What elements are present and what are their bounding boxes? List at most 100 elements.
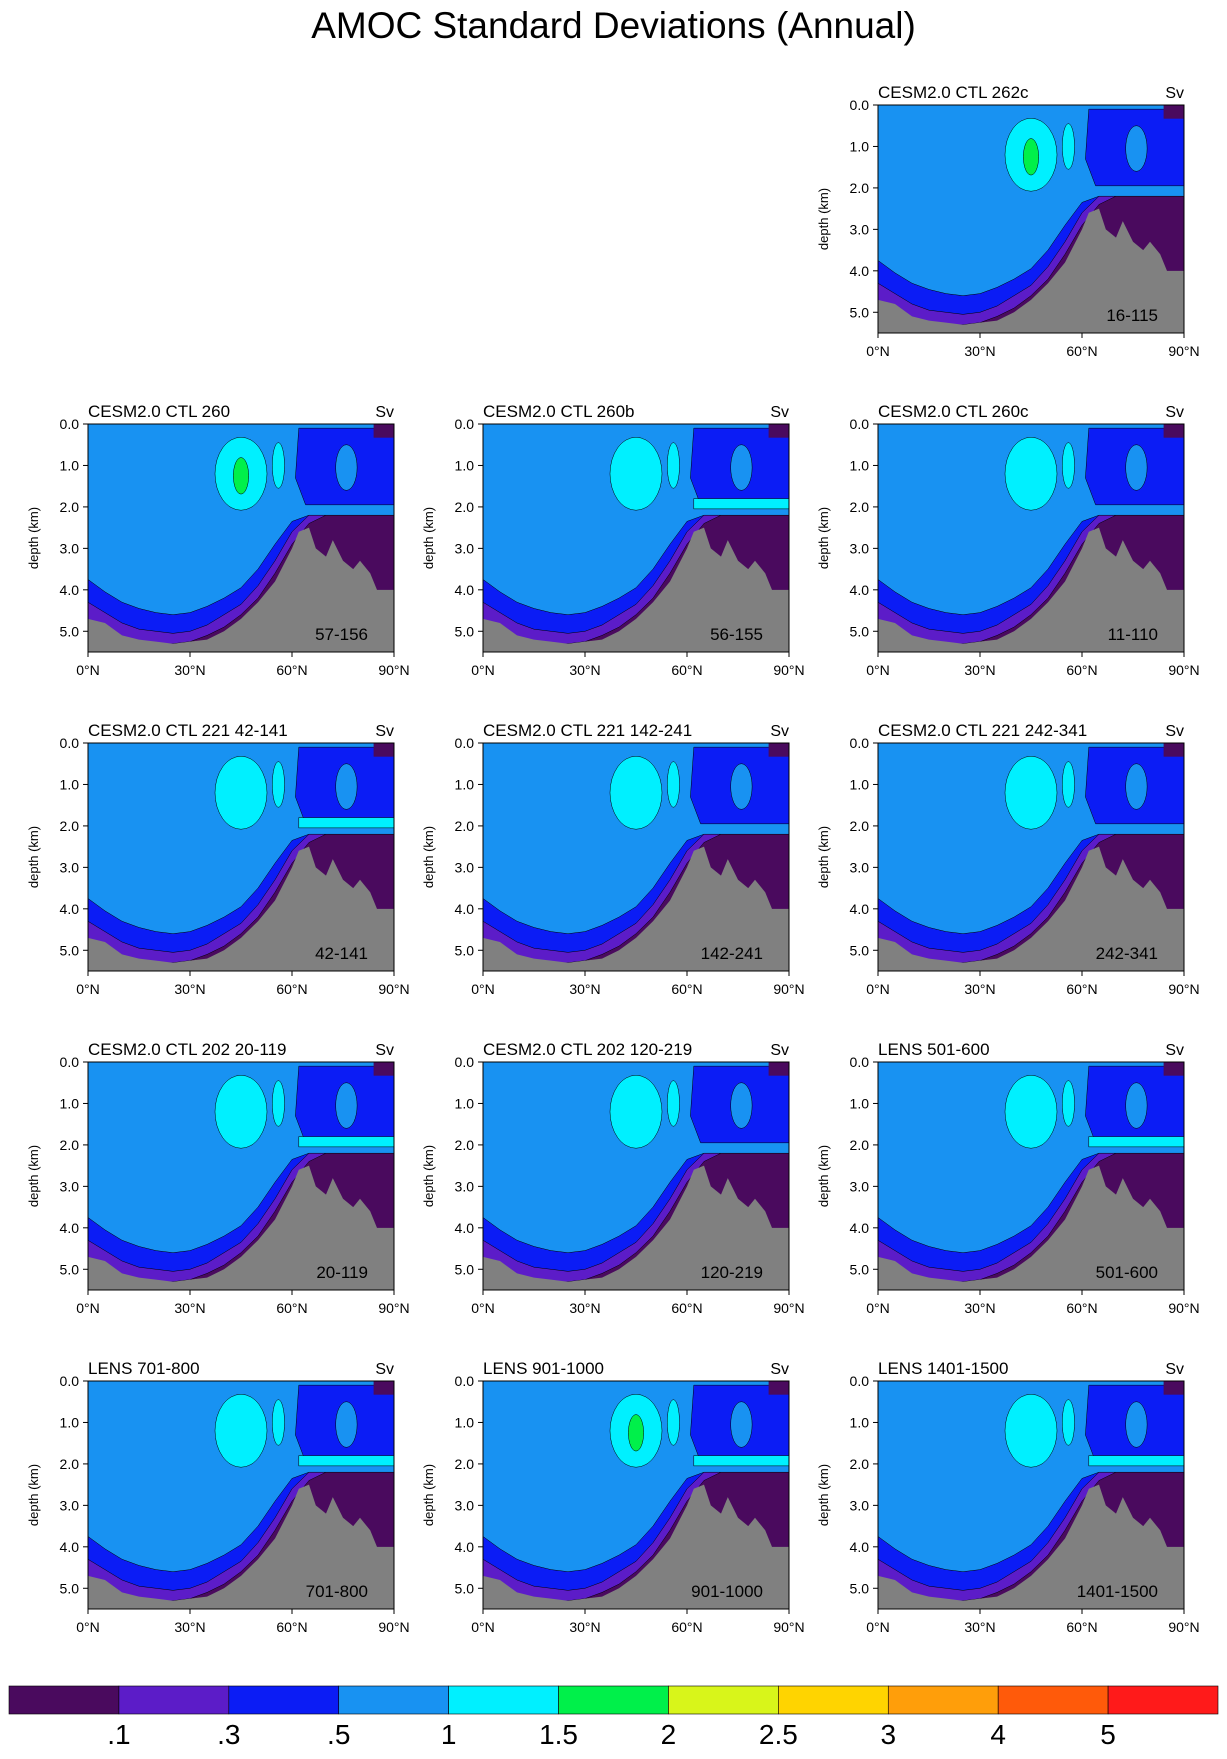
panel-frame bbox=[877, 1380, 1185, 1610]
y-tick-label: 4.0 bbox=[60, 901, 80, 917]
period-label: 57-156 bbox=[315, 625, 368, 644]
panel: 0.0 1.0 2.0 3.0 4.0 5.0 0°N 30°N 60°N 90°N depth (… bbox=[26, 402, 410, 678]
contour-level-0 bbox=[768, 1062, 789, 1076]
panel-title: CESM2.0 CTL 221 42-141 bbox=[88, 721, 288, 740]
x-tick-label: 30°N bbox=[174, 1300, 205, 1316]
y-tick-label: 3.0 bbox=[455, 859, 475, 875]
y-tick-label: 0.0 bbox=[850, 416, 870, 432]
y-tick-label: 2.0 bbox=[455, 1456, 475, 1472]
x-tick-label: 90°N bbox=[1168, 1300, 1199, 1316]
y-tick-label: 0.0 bbox=[850, 1054, 870, 1070]
y-axis-label: depth (km) bbox=[816, 188, 831, 250]
x-tick-label: 30°N bbox=[174, 662, 205, 678]
panel-unit: Sv bbox=[770, 1042, 789, 1059]
panel-frame bbox=[877, 742, 1185, 972]
contour-level-1 bbox=[298, 1455, 394, 1467]
topography bbox=[483, 1165, 789, 1290]
panel-unit: Sv bbox=[770, 723, 789, 740]
x-tick-label: 60°N bbox=[1066, 662, 1097, 678]
y-tick-label: 1.0 bbox=[850, 776, 870, 792]
x-tick-label: 0°N bbox=[866, 1300, 890, 1316]
y-tick-label: 0.0 bbox=[850, 735, 870, 751]
period-label: 1401-1500 bbox=[1077, 1582, 1158, 1601]
panel-title: LENS 701-800 bbox=[88, 1359, 200, 1378]
panel: 0.0 1.0 2.0 3.0 4.0 5.0 0°N 30°N 60°N 90°N depth (… bbox=[816, 1359, 1200, 1635]
contour-level-1 bbox=[1125, 444, 1148, 491]
panel-title: LENS 1401-1500 bbox=[878, 1359, 1008, 1378]
y-tick-label: 1.0 bbox=[455, 1095, 475, 1111]
panel-title: CESM2.0 CTL 202 20-119 bbox=[88, 1040, 286, 1059]
contour-level-0 bbox=[373, 424, 394, 438]
panel-title: CESM2.0 CTL 221 242-341 bbox=[878, 721, 1087, 740]
y-tick-label: 0.0 bbox=[60, 1054, 80, 1070]
x-tick-label: 30°N bbox=[964, 1619, 995, 1635]
contour-level-0 bbox=[1163, 105, 1184, 119]
period-label: 142-241 bbox=[701, 944, 763, 963]
panel-unit: Sv bbox=[770, 1361, 789, 1378]
x-tick-label: 30°N bbox=[174, 981, 205, 997]
x-tick-label: 60°N bbox=[1066, 343, 1097, 359]
contour-level-1 bbox=[1004, 1075, 1058, 1149]
y-tick-label: 1.0 bbox=[60, 1095, 80, 1111]
panel-plot-area bbox=[878, 424, 1184, 652]
y-tick-label: 0.0 bbox=[60, 1373, 80, 1389]
x-tick-label: 0°N bbox=[471, 981, 495, 997]
y-tick-label: 1.0 bbox=[60, 457, 80, 473]
x-tick-label: 30°N bbox=[569, 1300, 600, 1316]
colorbar-label: .3 bbox=[217, 1719, 240, 1750]
x-tick-label: 60°N bbox=[276, 662, 307, 678]
contour-level-1 bbox=[335, 763, 358, 810]
x-tick-label: 90°N bbox=[1168, 662, 1199, 678]
topography bbox=[878, 846, 1184, 971]
topography bbox=[483, 846, 789, 971]
x-tick-label: 0°N bbox=[471, 662, 495, 678]
period-label: 901-1000 bbox=[691, 1582, 763, 1601]
y-tick-label: 5.0 bbox=[60, 942, 80, 958]
y-tick-label: 3.0 bbox=[60, 859, 80, 875]
y-tick-label: 4.0 bbox=[850, 901, 870, 917]
colorbar-label: 3 bbox=[880, 1719, 896, 1750]
y-axis-label: depth (km) bbox=[26, 507, 41, 569]
y-tick-label: 5.0 bbox=[60, 623, 80, 639]
period-label: 120-219 bbox=[701, 1263, 763, 1282]
y-tick-label: 2.0 bbox=[850, 818, 870, 834]
y-tick-label: 5.0 bbox=[850, 1580, 870, 1596]
panel-title: LENS 501-600 bbox=[878, 1040, 990, 1059]
y-tick-label: 4.0 bbox=[850, 582, 870, 598]
contour-level-1 bbox=[609, 756, 663, 830]
x-tick-label: 0°N bbox=[866, 981, 890, 997]
panel-plot-area bbox=[878, 105, 1184, 333]
contour-level-1 bbox=[335, 1082, 358, 1129]
panel-frame bbox=[87, 423, 395, 653]
y-tick-label: 0.0 bbox=[850, 97, 870, 113]
y-tick-label: 4.0 bbox=[455, 582, 475, 598]
x-tick-label: 0°N bbox=[471, 1300, 495, 1316]
panel-unit: Sv bbox=[770, 404, 789, 421]
x-tick-label: 30°N bbox=[569, 981, 600, 997]
colorbar-label: 1.5 bbox=[539, 1719, 578, 1750]
x-tick-label: 90°N bbox=[1168, 343, 1199, 359]
panel-frame bbox=[87, 1380, 395, 1610]
colorbar-label: .1 bbox=[107, 1719, 130, 1750]
panel-title: CESM2.0 CTL 202 120-219 bbox=[483, 1040, 692, 1059]
panel-plot-area bbox=[483, 1381, 789, 1609]
y-axis-label: depth (km) bbox=[26, 1464, 41, 1526]
contour-level-0 bbox=[768, 1381, 789, 1395]
x-tick-label: 90°N bbox=[773, 981, 804, 997]
period-label: 56-155 bbox=[710, 625, 763, 644]
y-tick-label: 3.0 bbox=[60, 1178, 80, 1194]
contour-level-1 bbox=[609, 1075, 663, 1149]
y-tick-label: 3.0 bbox=[850, 859, 870, 875]
colorbar-swatch bbox=[8, 1685, 120, 1715]
y-tick-label: 5.0 bbox=[455, 623, 475, 639]
y-axis-label: depth (km) bbox=[421, 826, 436, 888]
panel-frame bbox=[877, 104, 1185, 334]
y-tick-label: 0.0 bbox=[60, 416, 80, 432]
figure-title: AMOC Standard Deviations (Annual) bbox=[311, 5, 916, 46]
panel-plot-area bbox=[88, 1062, 394, 1290]
x-tick-label: 30°N bbox=[569, 662, 600, 678]
y-tick-label: 2.0 bbox=[850, 180, 870, 196]
y-tick-label: 5.0 bbox=[850, 942, 870, 958]
y-axis-label: depth (km) bbox=[421, 1145, 436, 1207]
x-tick-label: 90°N bbox=[773, 662, 804, 678]
